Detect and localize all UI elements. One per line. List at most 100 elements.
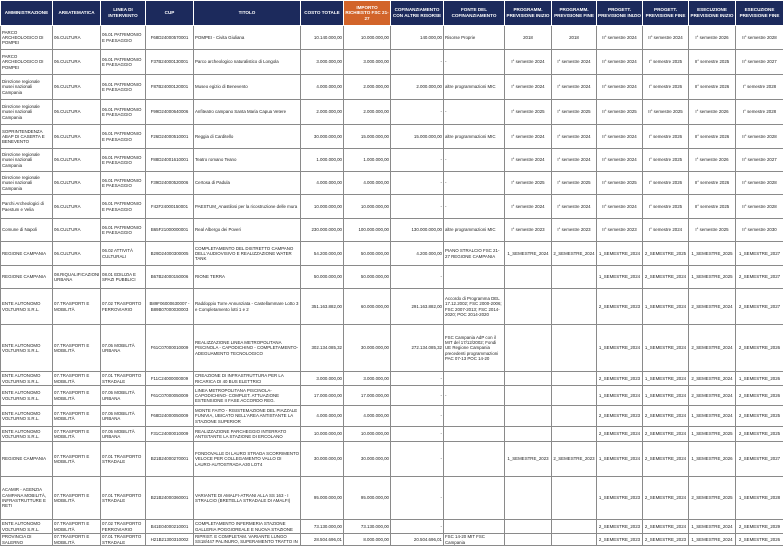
cell-importo-richiesto[interactable]: 4.000.000,00 <box>344 172 391 195</box>
cell-programm-inizio[interactable]: 1_SEMESTRE_2023 <box>505 442 552 477</box>
cell-cofinanziamento[interactable]: - <box>391 427 444 442</box>
cell-progett-inizio[interactable]: II° semestre 2024 <box>597 26 643 50</box>
cell-costo-totale[interactable]: 4.000.000,00 <box>301 406 344 427</box>
cell-linea-intervento[interactable]: 07.01 TRASPORTO STRADALE <box>101 442 146 477</box>
cell-cup[interactable]: F68D24000570001 <box>146 26 194 50</box>
cell-progett-fine[interactable]: I° semestre 2026 <box>643 75 689 100</box>
cell-programm-fine[interactable]: I° semestre 2024 <box>552 75 597 100</box>
cell-cup[interactable]: F61C07000050009 <box>146 386 194 406</box>
column-header-progett-fine[interactable]: PROGETT. PREVISIONE FINE <box>643 1 689 26</box>
cell-cup[interactable]: F11C24000000009 <box>146 372 194 386</box>
cell-area-tematica[interactable]: 06.CULTURA <box>53 172 101 195</box>
cell-amministrazione[interactable]: Direzione regionale musei nazionali Camp… <box>1 75 53 100</box>
cell-esecuzione-fine[interactable]: II° semestre 2027 <box>736 50 783 75</box>
cell-progett-inizio[interactable]: II° semestre 2024 <box>597 50 643 75</box>
cell-esecuzione-inizio[interactable]: II° semestre 2026 <box>689 125 736 149</box>
cell-cofinanziamento[interactable]: - <box>391 386 444 406</box>
cell-programm-fine[interactable] <box>552 266 597 289</box>
cell-esecuzione-fine[interactable]: 2_SEMESTRE_2026 <box>736 325 783 372</box>
cell-programm-inizio[interactable] <box>505 534 552 546</box>
cell-importo-richiesto[interactable]: 10.000.000,00 <box>344 195 391 219</box>
cell-programm-inizio[interactable] <box>505 406 552 427</box>
cell-amministrazione[interactable]: REGIONE CAMPANIA <box>1 266 53 289</box>
cell-amministrazione[interactable]: PARCO ARCHEOLOGICO DI POMPEI <box>1 50 53 75</box>
cell-costo-totale[interactable]: 54.200.000,00 <box>301 242 344 266</box>
cell-progett-fine[interactable]: I° semestre 2025 <box>643 195 689 219</box>
cell-titolo[interactable]: REALIZZAZIONE LINEA METROPOLITANA PISCIN… <box>194 325 301 372</box>
cell-cup[interactable]: H21B21300310002 <box>146 534 194 546</box>
cell-importo-richiesto[interactable]: 50.000.000,00 <box>344 266 391 289</box>
cell-programm-fine[interactable] <box>552 520 597 534</box>
cell-esecuzione-fine[interactable]: II° semestre 2030 <box>736 219 783 242</box>
cell-fonte-cofinanziamento[interactable]: altre programmazioni MIC <box>444 125 505 149</box>
cell-linea-intervento[interactable]: 07.01 TRASPORTO STRADALE <box>101 372 146 386</box>
cell-programm-inizio[interactable] <box>505 386 552 406</box>
cell-cup[interactable]: B29D24000300005 <box>146 242 194 266</box>
cell-cofinanziamento[interactable]: - <box>391 195 444 219</box>
cell-progett-fine[interactable]: I° semestre 2026 <box>643 172 689 195</box>
cell-area-tematica[interactable]: 07.TRASPORTI E MOBILITÀ <box>53 442 101 477</box>
cell-linea-intervento[interactable]: 06.01 PATRIMONIO E PAESAGGIO <box>101 100 146 125</box>
cell-programm-fine[interactable] <box>552 386 597 406</box>
column-header-programm-fine[interactable]: PROGRAMM. PREVISIONE FINE <box>552 1 597 26</box>
cell-importo-richiesto[interactable]: 2.000.000,00 <box>344 75 391 100</box>
cell-programm-fine[interactable]: 2_SEMESTRE_2024 <box>552 242 597 266</box>
cell-fonte-cofinanziamento[interactable] <box>444 406 505 427</box>
cell-cofinanziamento[interactable]: - <box>391 172 444 195</box>
cell-programm-fine[interactable] <box>552 477 597 520</box>
cell-esecuzione-inizio[interactable]: II° semestre 2026 <box>689 172 736 195</box>
cell-cup[interactable]: F68D24000050009 <box>146 406 194 427</box>
cell-linea-intervento[interactable]: 06.01 PATRIMONIO E PAESAGGIO <box>101 195 146 219</box>
cell-esecuzione-inizio[interactable]: 1_SEMESTRE_2024 <box>689 520 736 534</box>
cell-importo-richiesto[interactable]: 2.000.000,00 <box>344 100 391 125</box>
cell-esecuzione-inizio[interactable]: 2_SEMESTRE_2024 <box>689 289 736 325</box>
cell-esecuzione-fine[interactable]: 2_SEMESTRE_2025 <box>736 427 783 442</box>
cell-programm-inizio[interactable] <box>505 325 552 372</box>
cell-esecuzione-inizio[interactable]: II° semestre 2025 <box>689 50 736 75</box>
cell-area-tematica[interactable]: 07.TRASPORTI E MOBILITÀ <box>53 520 101 534</box>
cell-esecuzione-fine[interactable]: 2_SEMESTRE_2027 <box>736 442 783 477</box>
cell-progett-inizio[interactable]: II° semestre 2024 <box>597 195 643 219</box>
cell-area-tematica[interactable]: 07.TRASPORTI E MOBILITÀ <box>53 325 101 372</box>
cell-progett-fine[interactable]: 1_SEMESTRE_2024 <box>643 325 689 372</box>
cell-costo-totale[interactable]: 4.000.000,00 <box>301 172 344 195</box>
cell-progett-inizio[interactable]: II° semestre 2025 <box>597 172 643 195</box>
cell-costo-totale[interactable]: 10.000.000,00 <box>301 427 344 442</box>
cell-costo-totale[interactable]: 351.163.882,00 <box>301 289 344 325</box>
cell-cup[interactable]: B65F21000000001 <box>146 219 194 242</box>
cell-cup[interactable]: B21B24000360001 <box>146 477 194 520</box>
cell-progett-inizio[interactable]: II° semestre 2024 <box>597 125 643 149</box>
cell-cup[interactable]: F88D24001610001 <box>146 149 194 172</box>
column-header-area-tematica[interactable]: AREATEMATICA <box>53 1 101 26</box>
cell-fonte-cofinanziamento[interactable]: PIANO STRALCIO FSC 21-27 REGIONE CAMPANI… <box>444 242 505 266</box>
cell-programm-inizio[interactable]: I° semestre 2024 <box>505 195 552 219</box>
cell-fonte-cofinanziamento[interactable]: - <box>444 172 505 195</box>
cell-amministrazione[interactable]: ENTE AUTONOMO VOLTURNO S.R.L. <box>1 386 53 406</box>
cell-titolo[interactable]: LINEA METROPOLITANA PISCINOLA-CAPODICHIN… <box>194 386 301 406</box>
cell-importo-richiesto[interactable]: 30.000.000,00 <box>344 442 391 477</box>
cell-esecuzione-inizio[interactable]: 1_SEMESTRE_2025 <box>689 242 736 266</box>
cell-programm-fine[interactable]: 2_SEMESTRE_2023 <box>552 442 597 477</box>
cell-area-tematica[interactable]: 06.CULTURA <box>53 100 101 125</box>
cell-area-tematica[interactable]: 07.TRASPORTI E MOBILITÀ <box>53 406 101 427</box>
cell-costo-totale[interactable]: 10.140.000,00 <box>301 26 344 50</box>
cell-esecuzione-fine[interactable]: I° semestre 2028 <box>736 100 783 125</box>
cell-esecuzione-fine[interactable]: 2_SEMESTRE_2026 <box>736 534 783 546</box>
cell-titolo[interactable]: COMPLETAMENTO DEL DISTRETTO CAMPANO DELL… <box>194 242 301 266</box>
cell-esecuzione-fine[interactable]: I° semestre 2028 <box>736 75 783 100</box>
cell-fonte-cofinanziamento[interactable]: altre programmazioni MIC <box>444 75 505 100</box>
cell-costo-totale[interactable]: 4.000.000,00 <box>301 75 344 100</box>
cell-cup[interactable]: B67B24000150006 <box>146 266 194 289</box>
cell-costo-totale[interactable]: 302.134.085,32 <box>301 325 344 372</box>
cell-titolo[interactable]: Certosa di Padula <box>194 172 301 195</box>
cell-amministrazione[interactable]: ENTE AUTONOMO VOLTURNO S.R.L. <box>1 406 53 427</box>
column-header-costo-totale[interactable]: COSTO TOTALE <box>301 1 344 26</box>
cell-costo-totale[interactable]: 95.000.000,00 <box>301 477 344 520</box>
cell-esecuzione-inizio[interactable]: 1_SEMESTRE_2026 <box>689 442 736 477</box>
cell-area-tematica[interactable]: 06.CULTURA <box>53 149 101 172</box>
cell-importo-richiesto[interactable]: 1.000.000,00 <box>344 149 391 172</box>
cell-amministrazione[interactable]: ENTE AUTONOMO VOLTURNO S.R.L. <box>1 427 53 442</box>
cell-titolo[interactable]: MONTE FAITO - RISISTEMAZIONE DEL PIAZZAL… <box>194 406 301 427</box>
cell-cup[interactable]: F26D24000510001 <box>146 125 194 149</box>
cell-esecuzione-inizio[interactable]: II° semestre 2026 <box>689 75 736 100</box>
